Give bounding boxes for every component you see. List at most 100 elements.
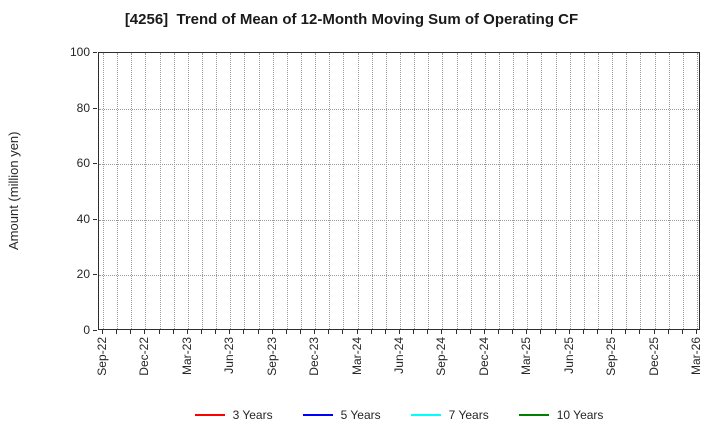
x-gridline — [612, 53, 614, 329]
x-tick-mark — [667, 330, 669, 334]
x-tick-mark — [356, 330, 358, 334]
y-gridline — [99, 275, 699, 277]
x-tick-mark — [540, 330, 542, 334]
legend-label: 10 Years — [556, 408, 604, 422]
x-gridline — [470, 53, 472, 329]
y-gridline — [99, 164, 699, 166]
x-gridline — [329, 53, 331, 329]
x-tick-mark — [285, 330, 287, 334]
y-tick-mark — [93, 107, 97, 109]
x-gridline — [598, 53, 599, 329]
x-tick-label: Mar-25 — [519, 337, 534, 376]
x-gridline — [400, 53, 401, 329]
x-tick-label: Mar-24 — [349, 337, 364, 376]
x-tick-label: Sep-22 — [95, 337, 109, 376]
x-gridline — [626, 53, 628, 329]
x-tick-mark — [681, 330, 683, 334]
x-gridline — [202, 53, 203, 329]
x-gridline — [173, 53, 175, 329]
x-tick-mark — [342, 330, 344, 334]
y-tick-label: 60 — [76, 156, 90, 171]
y-tick-mark — [93, 163, 97, 165]
x-gridline — [357, 53, 359, 329]
x-tick-mark — [116, 330, 118, 334]
legend-line-swatch — [194, 413, 225, 417]
legend-label: 7 Years — [448, 408, 489, 422]
x-tick-mark — [568, 330, 570, 334]
x-tick-mark — [597, 330, 598, 334]
x-tick-mark — [314, 330, 316, 334]
chart-title: [4256] Trend of Mean of 12-Month Moving … — [124, 11, 579, 28]
legend-line-swatch — [302, 413, 333, 417]
x-tick-mark — [639, 330, 641, 334]
x-tick-mark — [370, 330, 372, 334]
x-tick-label: Mar-23 — [179, 337, 194, 376]
x-tick-mark — [611, 330, 613, 334]
x-tick-mark — [512, 330, 514, 334]
y-tick-label: 20 — [76, 267, 90, 282]
x-tick-mark — [144, 330, 146, 334]
x-gridline — [272, 53, 274, 329]
legend-item: 5 Years — [302, 408, 381, 422]
x-gridline — [286, 53, 288, 329]
y-gridline — [99, 108, 699, 110]
x-gridline — [668, 53, 670, 329]
legend-item: 3 Years — [194, 408, 273, 422]
y-tick-mark — [93, 52, 97, 53]
x-tick-label: Sep-23 — [264, 337, 279, 376]
x-gridline — [216, 53, 218, 329]
x-gridline — [385, 53, 387, 329]
x-tick-label: Sep-25 — [604, 337, 619, 376]
x-tick-label: Jun-25 — [561, 337, 576, 374]
x-gridline — [499, 53, 500, 329]
x-tick-mark — [384, 330, 386, 334]
x-gridline — [682, 53, 684, 329]
x-tick-mark — [229, 330, 231, 334]
legend-item: 7 Years — [410, 408, 489, 422]
y-tick-label: 100 — [69, 45, 90, 59]
x-gridline — [145, 53, 147, 329]
x-tick-mark — [441, 330, 443, 334]
x-tick-mark — [427, 330, 429, 334]
legend-line-swatch — [518, 413, 549, 417]
x-gridline — [258, 53, 260, 329]
x-gridline — [244, 53, 246, 329]
x-tick-mark — [483, 330, 485, 334]
x-tick-mark — [328, 330, 330, 334]
x-gridline — [315, 53, 317, 329]
x-gridline — [103, 53, 104, 329]
x-gridline — [697, 53, 698, 329]
y-tick-mark — [93, 218, 97, 220]
x-gridline — [654, 53, 656, 329]
y-tick-label: 80 — [76, 100, 90, 115]
x-tick-mark — [201, 330, 202, 334]
y-tick-mark — [93, 330, 97, 331]
x-gridline — [541, 53, 543, 329]
legend: 3 Years 5 Years 7 Years 10 Years — [98, 402, 700, 428]
x-tick-mark — [215, 330, 217, 334]
x-gridline — [527, 53, 529, 329]
x-tick-mark — [696, 330, 697, 334]
x-gridline — [555, 53, 557, 329]
x-gridline — [569, 53, 571, 329]
x-tick-label: Dec-22 — [137, 337, 152, 376]
x-gridline — [230, 53, 232, 329]
x-tick-mark — [102, 330, 103, 334]
x-tick-mark — [300, 330, 301, 334]
x-tick-label: Dec-24 — [476, 337, 491, 376]
x-tick-mark — [399, 330, 400, 334]
x-gridline — [343, 53, 345, 329]
x-tick-label: Mar-26 — [689, 337, 703, 376]
x-gridline — [456, 53, 458, 329]
x-gridline — [131, 53, 133, 329]
y-gridline — [99, 219, 699, 221]
x-tick-mark — [653, 330, 655, 334]
plot-area — [98, 52, 700, 330]
x-tick-mark — [526, 330, 528, 334]
x-tick-mark — [158, 330, 160, 334]
x-tick-mark — [455, 330, 457, 334]
legend-item: 10 Years — [518, 408, 604, 422]
legend-label: 3 Years — [232, 408, 273, 422]
x-gridline — [117, 53, 119, 329]
